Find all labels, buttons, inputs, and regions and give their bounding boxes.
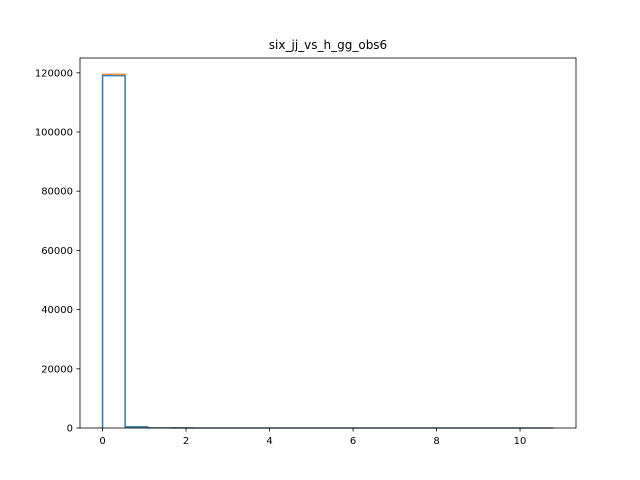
x-tick-label: 6 bbox=[350, 436, 356, 447]
histogram-step-series-2 bbox=[101, 75, 554, 429]
x-tick-label: 0 bbox=[99, 436, 105, 447]
plot-frame bbox=[79, 57, 577, 429]
x-tick-label: 10 bbox=[514, 436, 527, 447]
y-axis: 0 20000 40000 60000 80000 100000 120000 bbox=[35, 68, 80, 435]
y-tick-label: 20000 bbox=[41, 364, 73, 375]
x-tick-label: 8 bbox=[433, 436, 439, 447]
y-tick-label: 120000 bbox=[35, 68, 73, 79]
chart-title: six_jj_vs_h_gg_obs6 bbox=[269, 38, 387, 52]
x-tick-label: 2 bbox=[183, 436, 189, 447]
series-layer bbox=[101, 73, 554, 429]
y-tick-label: 60000 bbox=[41, 246, 73, 257]
y-tick-label: 80000 bbox=[41, 187, 73, 198]
y-tick-label: 100000 bbox=[35, 128, 73, 139]
x-tick-label: 4 bbox=[266, 436, 272, 447]
y-tick-label: 40000 bbox=[41, 305, 73, 316]
y-tick-label: 0 bbox=[67, 424, 73, 435]
histogram-step-series-1 bbox=[101, 73, 554, 429]
x-axis: 0 2 4 6 8 10 bbox=[99, 428, 526, 447]
